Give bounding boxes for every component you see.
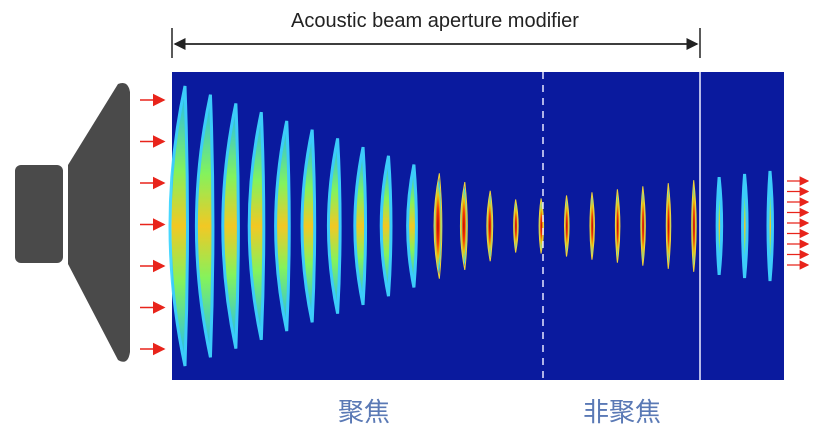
wavefront xyxy=(486,190,494,262)
wavefront xyxy=(614,189,621,263)
outgoing-arrows xyxy=(787,176,810,270)
wavefront xyxy=(247,111,266,341)
wavefront xyxy=(640,186,646,266)
speaker-icon xyxy=(15,83,130,362)
wavefront xyxy=(459,181,468,271)
wavefront xyxy=(274,120,291,332)
wavefront xyxy=(691,180,697,272)
incoming-arrows xyxy=(140,93,166,356)
wavefront xyxy=(766,170,774,282)
wavefronts xyxy=(168,85,774,367)
nonfocus-zone-label: 非聚焦 xyxy=(583,398,662,428)
wavefront xyxy=(168,85,189,367)
wavefront xyxy=(353,146,368,306)
wavefront xyxy=(300,129,317,323)
wavefront xyxy=(406,164,418,288)
focus-zone-label: 聚焦 xyxy=(338,398,391,428)
wavefront xyxy=(433,173,443,279)
wavefront xyxy=(326,138,342,314)
wavefront xyxy=(741,173,749,279)
wavefront xyxy=(589,192,595,260)
wavefront xyxy=(715,176,724,276)
acoustic-field xyxy=(172,72,784,380)
wavefront xyxy=(538,198,545,254)
wavefront xyxy=(513,199,519,253)
wavefront xyxy=(564,195,570,257)
diagram-title: Acoustic beam aperture modifier xyxy=(291,10,579,32)
wavefront xyxy=(379,155,393,297)
wavefront xyxy=(194,94,215,358)
aperture-dimension-line xyxy=(171,28,701,58)
wavefront xyxy=(221,103,240,349)
wavefront xyxy=(665,183,672,269)
